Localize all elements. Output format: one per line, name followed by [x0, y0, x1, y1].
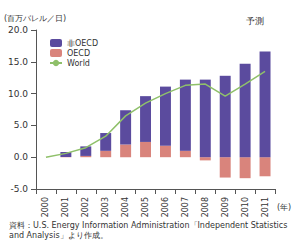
svg-text:5.0: 5.0 — [14, 120, 29, 130]
svg-text:and Analysis」より作成。: and Analysis」より作成。 — [9, 231, 108, 240]
svg-text:15.0: 15.0 — [8, 57, 28, 67]
svg-text:(年): (年) — [277, 203, 291, 212]
svg-text:0.0: 0.0 — [14, 152, 29, 162]
svg-text:-5.0: -5.0 — [10, 184, 28, 194]
svg-text:2005: 2005 — [141, 197, 150, 217]
svg-text:2000: 2000 — [41, 197, 50, 217]
svg-text:World: World — [67, 59, 90, 68]
svg-text:OECD: OECD — [67, 49, 90, 58]
svg-text:2011: 2011 — [261, 197, 270, 217]
svg-text:予測: 予測 — [246, 16, 264, 26]
svg-text:2002: 2002 — [81, 197, 90, 217]
svg-text:2010: 2010 — [241, 197, 250, 217]
svg-text:2007: 2007 — [181, 197, 190, 217]
svg-text:10.0: 10.0 — [8, 89, 28, 99]
svg-text:非OECD: 非OECD — [67, 39, 98, 48]
svg-text:2001: 2001 — [61, 197, 70, 217]
svg-text:2008: 2008 — [201, 197, 210, 217]
svg-text:2006: 2006 — [161, 197, 170, 217]
svg-text:(百万バレル／日): (百万バレル／日) — [4, 14, 66, 23]
svg-text:2004: 2004 — [121, 197, 130, 217]
svg-text:20.0: 20.0 — [8, 25, 28, 35]
svg-text:資料：U.S. Energy Information Adm: 資料：U.S. Energy Information Administratio… — [9, 221, 290, 230]
svg-text:2009: 2009 — [221, 197, 230, 217]
svg-text:2003: 2003 — [101, 197, 110, 217]
